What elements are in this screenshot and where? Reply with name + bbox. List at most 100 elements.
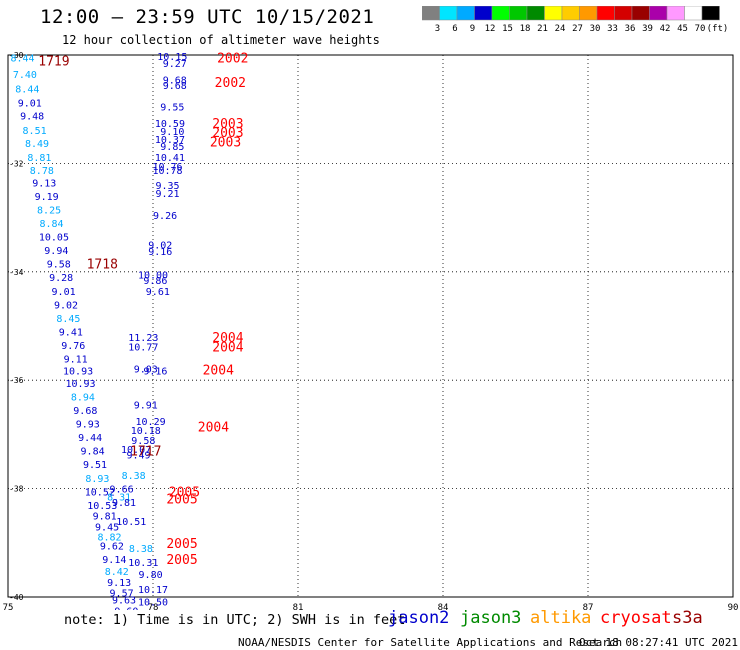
wave-height-label: 9.21 (155, 189, 179, 200)
wave-height-label: 10.93 (65, 379, 95, 390)
legend-jason2: jason2 (388, 608, 450, 628)
wave-height-label: 9.10 (160, 127, 184, 138)
wave-height-label: 10.15 (157, 52, 187, 63)
wave-height-label: 8.38 (129, 544, 153, 555)
wave-height-label: 8.81 (27, 153, 51, 164)
colorbar-label: 18 (520, 24, 531, 34)
wave-height-label: 11.23 (128, 333, 158, 344)
wave-height-label: 9.81 (93, 512, 117, 523)
colorbar-label: 36 (625, 24, 636, 34)
timestamp-text: Oct 18 08:27:41 UTC 2021 (579, 636, 738, 649)
wave-height-label: 10.93 (63, 366, 93, 377)
wave-height-label: 10.50 (138, 597, 168, 608)
wave-height-label: 9.27 (163, 59, 187, 70)
wave-height-label: 10.17 (138, 585, 168, 596)
colorbar-legend: 3 6 9 12 15 18 21 24 27 30 33 36 39 42 45 70 (ft) (422, 6, 728, 34)
wave-height-label: 9.01 (52, 287, 76, 298)
legend-s3a: s3a (672, 608, 703, 628)
colorbar-label: 39 (642, 24, 653, 34)
wave-height-label: 9.35 (155, 181, 179, 192)
colorbar-label: 24 (555, 24, 566, 34)
page-title: 12:00 – 23:59 UTC 10/15/2021 (40, 6, 375, 28)
wave-height-label: 10.18 (131, 426, 161, 437)
colorbar-label: 15 (502, 24, 513, 34)
colorbar-label: 6 (452, 24, 457, 34)
wave-height-label: 8.44 (15, 85, 39, 96)
wave-height-label: 10.53 (87, 501, 117, 512)
pass-id-label: 2005 (166, 492, 197, 507)
wave-height-label: 9.48 (20, 112, 44, 123)
pass-id-label: 2004 (212, 331, 243, 346)
latitude-tick-label: -36 (9, 376, 24, 385)
legend-cryosat: cryosat (600, 608, 672, 628)
wave-height-label: 8.78 (30, 166, 54, 177)
latitude-tick-label: -38 (9, 485, 24, 494)
wave-height-label: 10.41 (155, 153, 185, 164)
footer-note: note: 1) Time is in UTC; 2) SWH is in fe… (64, 612, 406, 628)
colorbar-label: 30 (590, 24, 601, 34)
legend-altika: altika (530, 608, 592, 628)
wave-height-label: 9.84 (81, 447, 105, 458)
wave-height-label: 9.63 (112, 596, 136, 607)
pass-id-label: 2005 (169, 485, 200, 500)
wave-height-label: 9.55 (160, 102, 184, 113)
wave-height-label: 9.41 (59, 327, 83, 338)
latitude-tick-label: -34 (9, 268, 24, 277)
pass-id-label: 2005 (166, 537, 197, 552)
pass-id-label: 2003 (212, 117, 243, 132)
wave-height-label: 10.76 (152, 162, 182, 173)
wave-height-label: 9.02 (148, 241, 172, 252)
wave-height-label: 9.16 (148, 247, 172, 258)
pass-id-label: 2002 (217, 52, 248, 67)
wave-height-label: 9.16 (143, 366, 167, 377)
wave-height-label: 10.07 (121, 445, 151, 456)
wave-height-label: 9.91 (134, 401, 158, 412)
wave-height-label: 9.45 (95, 523, 119, 534)
wave-height-label: 9.80 (139, 570, 163, 581)
colorbar-label: 27 (572, 24, 583, 34)
wave-height-label: 10.37 (155, 135, 185, 146)
wave-height-label: 9.68 (163, 75, 187, 86)
wave-height-label: 8.84 (39, 219, 63, 230)
wave-height-label: 9.26 (153, 211, 177, 222)
credit-text: NOAA/NESDIS Center for Satellite Applica… (238, 636, 623, 649)
longitude-tick-label: 81 (293, 603, 304, 610)
wave-height-label: 9.19 (35, 192, 59, 203)
wave-height-label: 10.77 (128, 343, 158, 354)
wave-height-label: 9.58 (47, 260, 71, 271)
wave-height-label: 10.78 (152, 166, 182, 177)
wave-height-label: 9.60 (114, 607, 138, 610)
longitude-tick-label: 78 (148, 603, 159, 610)
colorbar-label: 9 (470, 24, 475, 34)
colorbar-label: 12 (485, 24, 496, 34)
wave-height-label: 10.51 (116, 517, 146, 528)
wave-height-label: 9.93 (76, 420, 100, 431)
pass-id-label: 1718 (87, 258, 118, 273)
wave-height-label: 9.86 (143, 276, 167, 287)
pass-id-label: 2003 (212, 126, 243, 141)
wave-height-label: 9.85 (160, 142, 184, 153)
wave-height-label: 9.11 (64, 355, 88, 366)
legend-jason3: jason3 (460, 608, 522, 628)
wave-height-label: 9.76 (61, 341, 85, 352)
wave-height-label: 7.40 (13, 70, 37, 81)
wave-height-label: 8.25 (37, 205, 61, 216)
wave-height-label: 9.02 (54, 300, 78, 311)
altimeter-map: 75 78 81 84 87 90 -30 -32 -34 -36 -38 -40 8.44 7.40 8.… (3, 51, 739, 610)
wave-height-label: 8.44 (10, 54, 34, 65)
wave-height-label: 9.13 (107, 578, 131, 589)
wave-height-label: 9.13 (32, 178, 56, 189)
wave-height-label: 8.51 (23, 126, 47, 137)
wave-height-label: 8.38 (122, 471, 146, 482)
pass-id-label: 2005 (166, 553, 197, 568)
longitude-tick-label: 87 (583, 603, 594, 610)
colorbar-swatch (701, 6, 720, 21)
wave-height-label: 10.29 (136, 417, 166, 428)
page-subtitle: 12 hour collection of altimeter wave hei… (62, 33, 380, 47)
wave-height-label: 9.61 (146, 287, 170, 298)
wave-height-label: 9.14 (102, 555, 126, 566)
wave-height-label: 9.66 (110, 485, 134, 496)
wave-height-label: 9.68 (73, 406, 97, 417)
wave-height-label: 8.93 (85, 474, 109, 485)
wave-height-label: 8.45 (56, 314, 80, 325)
